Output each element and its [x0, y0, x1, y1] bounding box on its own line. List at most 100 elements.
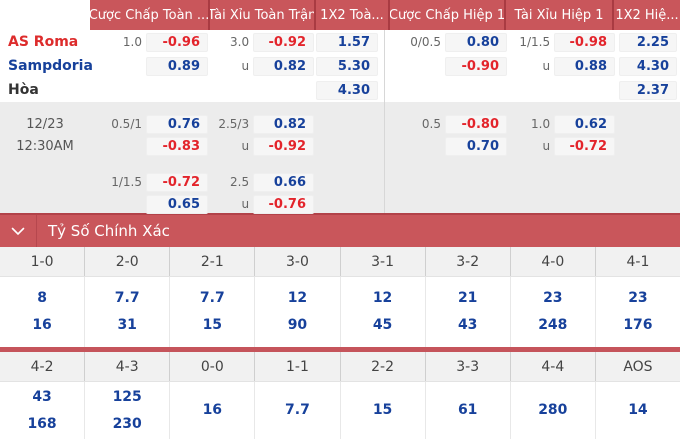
odds-cell[interactable]: 0.82	[253, 56, 314, 76]
score-odds-cell[interactable]: 7.7 15	[169, 277, 254, 347]
score-group-2: 4-2 4-3 0-0 1-1 2-2 3-3 4-4 AOS 43 168 12…	[0, 352, 680, 439]
column-header-handicap-full: Cược Chấp Toàn ...	[90, 0, 208, 30]
team-name-away: Sampdoria	[8, 58, 93, 74]
odds-cell[interactable]: -0.92	[253, 32, 314, 52]
score-header: 2-0	[84, 247, 169, 276]
odds-cell[interactable]: -0.83	[146, 136, 208, 156]
score-odds-cell[interactable]: 21 43	[424, 277, 510, 347]
odds-row: 12/23 0.5/1 0.76 2.5/3 0.82 0.5 -0.80 1.0 0.…	[0, 113, 680, 135]
score-odds-cell[interactable]: 280	[509, 382, 595, 439]
odds-value: -0.83	[162, 138, 200, 154]
score-header: 3-1	[339, 247, 425, 276]
odds-value: 2.25	[636, 34, 669, 50]
odds-cell[interactable]: 0.62	[554, 114, 615, 134]
odds-value: 0.82	[273, 58, 306, 74]
odds-value: -0.98	[569, 34, 607, 50]
score-odds-cell[interactable]: 8 16	[32, 290, 52, 333]
odds-cell[interactable]: 0.76	[146, 114, 208, 134]
odds-value: 0.82	[273, 116, 306, 132]
odds-cell[interactable]: 4.30	[619, 56, 677, 76]
overunder-line: u	[241, 197, 250, 211]
column-header-overunder-h1: Tài Xỉu Hiệp 1	[504, 0, 612, 30]
overunder-line: 3.0	[230, 35, 250, 49]
overunder-line: u	[241, 59, 250, 73]
odds-cell[interactable]: 2.25	[619, 32, 677, 52]
score-header: 3-3	[424, 352, 510, 381]
score-odds-cell[interactable]: 23 176	[594, 277, 680, 347]
score-header: 3-2	[424, 247, 510, 276]
column-header-handicap-h1: Cược Chấp Hiệp 1	[388, 0, 504, 30]
score-odds-cell[interactable]: 12 45	[339, 277, 425, 347]
score-header: 2-1	[169, 247, 254, 276]
odds-cell[interactable]: 0.88	[554, 56, 615, 76]
score-odds-cell[interactable]: 125 230	[84, 382, 169, 439]
odds-value: 0.65	[167, 196, 200, 212]
odds-cell[interactable]: -0.98	[554, 32, 615, 52]
score-odds-cell[interactable]: 15	[339, 382, 425, 439]
odds-cell[interactable]: 0.89	[146, 56, 208, 76]
score-odds-cell[interactable]: 61	[424, 382, 510, 439]
overunder-line: u	[542, 139, 551, 153]
handicap-line: 0.5/1	[111, 117, 142, 131]
odds-value: 0.66	[273, 174, 306, 190]
odds-cell[interactable]: 0.66	[253, 172, 314, 192]
exact-score-section-header: Tỷ Số Chính Xác	[0, 213, 680, 247]
odds-value: -0.96	[162, 34, 200, 50]
overunder-line: u	[241, 139, 250, 153]
handicap-line: 1/1.5	[111, 175, 142, 189]
score-odds-cell[interactable]: 7.7	[254, 382, 339, 439]
collapse-toggle[interactable]	[0, 215, 36, 247]
handicap-line: 1.0	[122, 35, 142, 49]
odds-cell[interactable]: 5.30	[316, 56, 378, 76]
overunder-line: 1.0	[531, 117, 551, 131]
overunder-line: 2.5/3	[218, 117, 250, 131]
odds-cell[interactable]: -0.96	[146, 32, 208, 52]
team-name-home: AS Roma	[8, 34, 79, 50]
odds-cell[interactable]: -0.72	[554, 136, 615, 156]
odds-value: 0.88	[574, 58, 607, 74]
odds-cell[interactable]: -0.76	[253, 194, 314, 214]
odds-cell[interactable]: 0.70	[445, 136, 507, 156]
score-odds-cell[interactable]: 7.7 31	[84, 277, 169, 347]
section-title: Tỷ Số Chính Xác	[48, 222, 170, 240]
odds-cell[interactable]: 0.80	[445, 32, 507, 52]
score-header: 1-0	[30, 253, 54, 270]
score-odds-cell[interactable]: 14	[594, 382, 680, 439]
score-header: 3-0	[254, 247, 339, 276]
odds-cell[interactable]: 4.30	[316, 80, 378, 100]
handicap-line: 0/0.5	[410, 35, 441, 49]
score-header-row: 4-2 4-3 0-0 1-1 2-2 3-3 4-4 AOS	[0, 352, 680, 382]
score-odds-cell[interactable]: 12 90	[254, 277, 339, 347]
overunder-line: 1/1.5	[519, 35, 551, 49]
odds-row: 0.65 u -0.76	[0, 193, 680, 215]
score-header: 1-1	[254, 352, 339, 381]
odds-cell[interactable]: -0.92	[253, 136, 314, 156]
score-header-row: 1-0 2-0 2-1 3-0 3-1 3-2 4-0 4-1	[0, 247, 680, 277]
score-group-1: 1-0 2-0 2-1 3-0 3-1 3-2 4-0 4-1 8 16 7.7 3…	[0, 247, 680, 347]
section-divider	[384, 30, 385, 213]
column-header-1x2-h1: 1X2 Hiệ...	[612, 0, 680, 30]
score-group-separator	[0, 347, 680, 352]
odds-cell[interactable]: 0.65	[146, 194, 208, 214]
score-values-row: 43 168 125 230 16 7.7 15 61 280 14	[0, 382, 680, 439]
score-odds-cell[interactable]: 16	[169, 382, 254, 439]
score-odds-cell[interactable]: 23 248	[509, 277, 595, 347]
odds-cell[interactable]: -0.80	[445, 114, 507, 134]
overunder-line: u	[542, 59, 551, 73]
odds-row-home: AS Roma 1.0 -0.96 3.0 -0.92 1.57 0/0.5 0.80…	[0, 30, 680, 54]
odds-cell[interactable]: 0.82	[253, 114, 314, 134]
score-header: 4-1	[594, 247, 680, 276]
odds-value: -0.72	[569, 138, 607, 154]
odds-row-away: Sampdoria 0.89 u 0.82 5.30 -0.90 u 0.88 4.…	[0, 54, 680, 78]
odds-value: 1.57	[337, 34, 370, 50]
score-odds-cell[interactable]: 43 168	[27, 388, 57, 432]
odds-rows-teams: AS Roma 1.0 -0.96 3.0 -0.92 1.57 0/0.5 0.80…	[0, 30, 680, 102]
odds-value: 2.37	[636, 82, 669, 98]
score-header: 0-0	[169, 352, 254, 381]
odds-cell[interactable]: -0.72	[146, 172, 208, 192]
odds-cell[interactable]: 1.57	[316, 32, 378, 52]
odds-cell[interactable]: 2.37	[619, 80, 677, 100]
odds-table-header: Cược Chấp Toàn ... Tài Xỉu Toàn Trận 1X2…	[0, 0, 680, 30]
odds-cell[interactable]: -0.90	[445, 56, 507, 76]
